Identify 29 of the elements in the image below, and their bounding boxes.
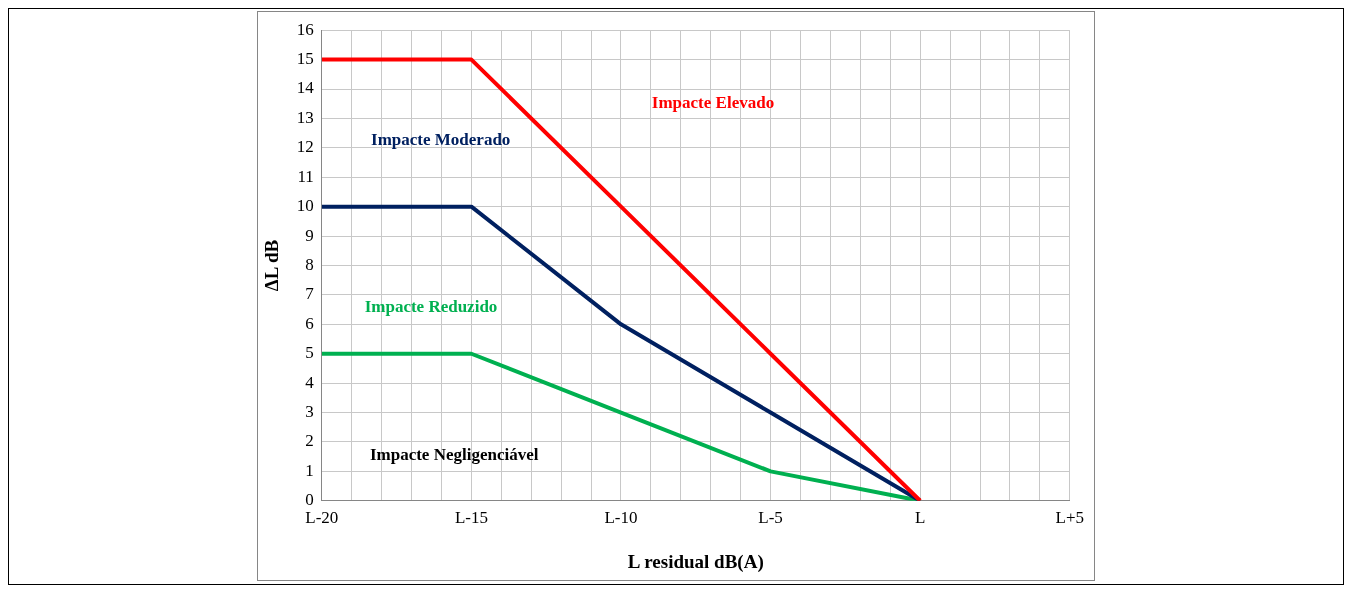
y-tick-label: 9 (305, 225, 314, 245)
y-tick-label: 8 (305, 254, 314, 274)
y-tick-label: 5 (305, 343, 314, 363)
y-tick-label: 12 (296, 137, 314, 157)
y-tick-label: 6 (305, 313, 314, 333)
y-axis-title: ΔL dB (261, 239, 283, 292)
x-tick-label: L+5 (1055, 508, 1085, 528)
y-tick-label: 0 (305, 490, 314, 510)
annotation: Impacte Moderado (371, 129, 511, 149)
y-tick-label: 15 (296, 49, 314, 69)
x-axis-title: L residual dB(A) (627, 550, 764, 573)
y-tick-label: 13 (296, 107, 314, 127)
y-tick-label: 10 (296, 196, 314, 216)
y-tick-label: 11 (297, 166, 314, 186)
y-tick-label: 7 (305, 284, 315, 304)
y-tick-label: 1 (305, 460, 314, 480)
y-tick-label: 14 (296, 78, 315, 98)
y-tick-label: 16 (296, 19, 314, 39)
x-tick-label: L-20 (305, 508, 339, 528)
x-tick-label: L-5 (758, 508, 783, 528)
annotation: Impacte Reduzido (364, 297, 498, 317)
y-tick-label: 3 (305, 402, 314, 422)
x-tick-label: L (914, 508, 926, 528)
x-tick-label: L-10 (604, 508, 638, 528)
y-tick-label: 2 (305, 431, 314, 451)
annotation: Impacte Negligenciável (369, 445, 539, 465)
annotation: Impacte Elevado (651, 92, 775, 112)
y-tick-label: 4 (305, 372, 315, 392)
x-tick-label: L-15 (454, 508, 488, 528)
